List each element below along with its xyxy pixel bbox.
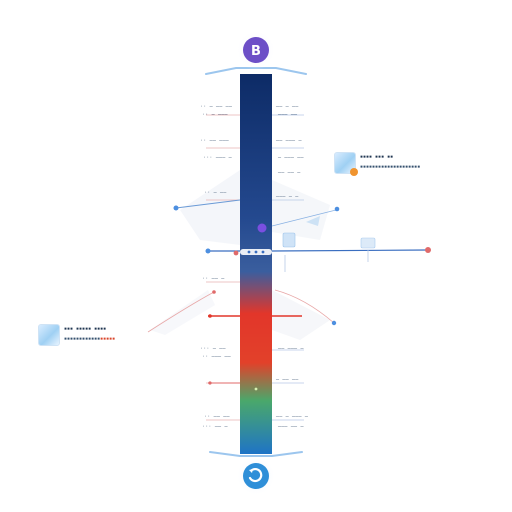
left-label-5: ·· ─ ── xyxy=(204,190,227,196)
pill-dot-1 xyxy=(247,250,251,254)
central-gradient-bar xyxy=(240,74,272,454)
bottom-badge[interactable] xyxy=(243,463,269,489)
pill-dot-2 xyxy=(254,250,258,254)
info-card-right-subtitle: ▪▪▪▪▪▪▪▪▪▪▪▪▪▪▪▪▪▪▪▪ xyxy=(360,164,421,170)
right-label-10: ─── ── ─ xyxy=(278,424,304,430)
right-shade-panel xyxy=(272,180,330,240)
left-label-9: ·· ── ── xyxy=(204,414,230,420)
upper-right-connector xyxy=(271,209,337,227)
left-shade-panel xyxy=(180,170,240,245)
image-thumbnail-icon xyxy=(334,152,358,176)
right-label-6: ─── ─ ─ xyxy=(276,194,299,200)
left-label-6: ·· ── ─ xyxy=(202,276,225,282)
center-left-node[interactable] xyxy=(233,250,239,256)
upper-connector-line xyxy=(175,199,241,209)
right-tick-lines xyxy=(272,114,304,421)
lower-right-curve-node[interactable] xyxy=(331,320,337,326)
info-card-left-title: ▪▪▪ ▪▪▪▪▪ ▪▪▪▪ xyxy=(64,326,107,332)
left-label-3: ·· ── ─── xyxy=(200,138,229,144)
right-label-9: ── ─ ─── ─ xyxy=(276,414,309,420)
lower-right-shade xyxy=(272,290,330,340)
doc-icon-right xyxy=(360,237,376,249)
upper-connector-node[interactable] xyxy=(173,205,179,211)
upper-right-node[interactable] xyxy=(334,206,340,212)
main-horizontal-line-right xyxy=(271,249,428,252)
left-label-2: ·· ─ ─── xyxy=(202,112,228,118)
right-label-2: ─── ── xyxy=(278,112,298,118)
left-label-4: ··· ─── ─ xyxy=(203,155,232,161)
info-card-left-text: ▪▪▪ ▪▪▪▪▪ ▪▪▪▪ ▪▪▪▪▪▪▪▪▪▪▪▪▪▪▪▪▪ xyxy=(64,324,115,342)
right-label-8: ─ ── ── xyxy=(276,377,299,383)
info-card-left-subtitle: ▪▪▪▪▪▪▪▪▪▪▪▪▪▪▪▪▪ xyxy=(64,337,115,342)
left-label-8: ·· ─── ── xyxy=(202,354,231,360)
info-card-right-text: ▪▪▪▪ ▪▪▪ ▪▪ ▪▪▪▪▪▪▪▪▪▪▪▪▪▪▪▪▪▪▪▪ xyxy=(360,152,420,170)
info-card-right-title: ▪▪▪▪ ▪▪▪ ▪▪ xyxy=(360,154,394,160)
right-label-1: ── ─ ── xyxy=(276,104,299,110)
pill-dot-3 xyxy=(261,250,265,254)
red-marker-left-dot xyxy=(208,314,212,318)
lower-right-curve xyxy=(274,289,335,324)
status-dot xyxy=(350,168,358,176)
lower-left-curve-node[interactable] xyxy=(212,290,216,294)
b-badge-icon: B xyxy=(251,44,261,59)
info-card-left-subtitle-a: ▪▪▪▪▪▪▪▪▪▪▪▪ xyxy=(64,336,101,342)
left-label-1: ·· ─ ── ── xyxy=(200,104,233,110)
right-shade-arrow xyxy=(306,216,320,226)
image-thumbnail-icon-left xyxy=(38,324,60,346)
red-marker-left-2-dot xyxy=(208,381,212,385)
right-axis-node[interactable] xyxy=(425,247,431,253)
doc-icon-center xyxy=(282,232,296,248)
info-card-right[interactable]: ▪▪▪▪ ▪▪▪ ▪▪ ▪▪▪▪▪▪▪▪▪▪▪▪▪▪▪▪▪▪▪▪ xyxy=(334,152,420,176)
top-badge[interactable] xyxy=(243,37,269,63)
left-label-7: ··· ─ ── xyxy=(200,346,226,352)
lower-left-shade xyxy=(150,290,215,335)
right-label-3: ── ─── ─ xyxy=(276,138,302,144)
right-label-7: ── ─── ─ xyxy=(278,346,304,352)
lower-left-curve xyxy=(147,291,215,333)
small-green-dot xyxy=(254,387,258,391)
left-label-10: ··· ── ─ xyxy=(202,424,228,430)
circle-arrow-icon xyxy=(248,467,263,483)
right-label-4: ─ ─── ── xyxy=(278,155,304,161)
left-axis-node[interactable] xyxy=(205,248,211,254)
info-card-left-subtitle-b: ▪▪▪▪▪ xyxy=(100,336,116,342)
right-label-5: ── ── ─ xyxy=(278,170,301,176)
info-card-left[interactable]: ▪▪▪ ▪▪▪▪▪ ▪▪▪▪ ▪▪▪▪▪▪▪▪▪▪▪▪▪▪▪▪▪ xyxy=(38,324,115,346)
purple-indicator[interactable] xyxy=(257,223,267,233)
